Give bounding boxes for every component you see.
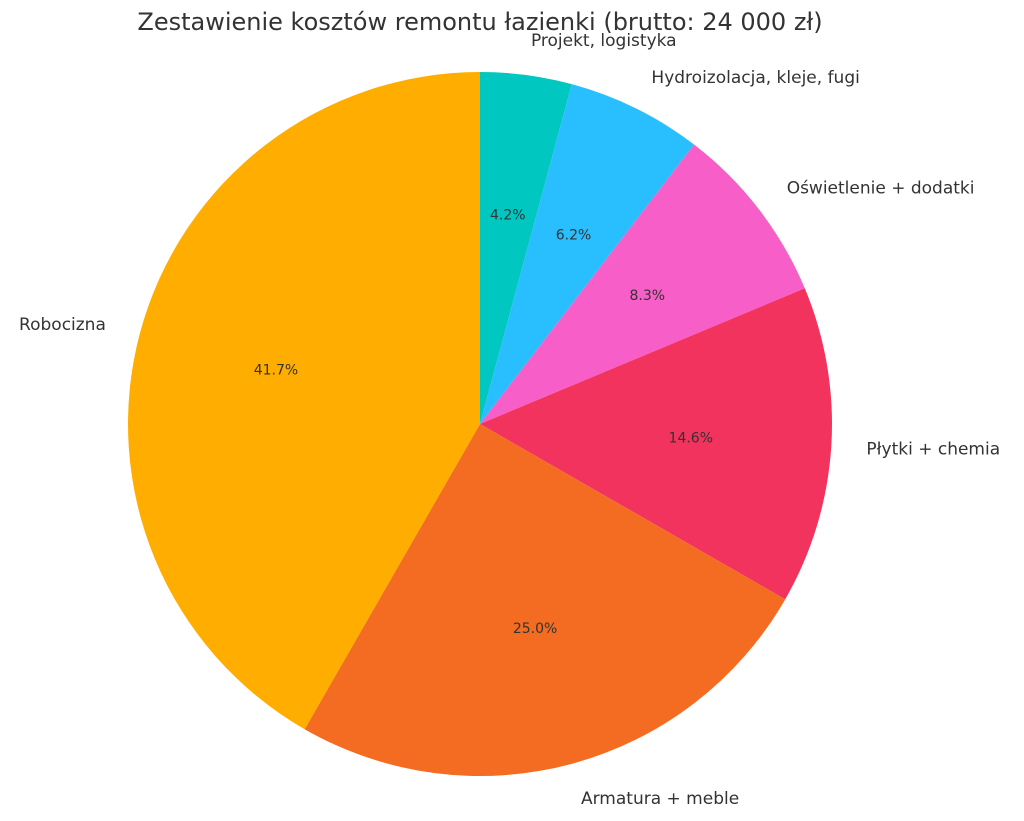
category-label-robocizna: Robocizna [19,315,106,335]
pie-slice-projekt-logistyka [480,72,572,424]
pie-slice-oswietlenie-dodatki [480,144,805,424]
percentage-label-plytki-chemia: 14.6% [669,430,713,446]
percentage-labels: 4.2% 6.2% 8.3% 14.6% 25.0% 41.7% [254,208,713,637]
category-label-hydroizolacja-kleje-fugi: Hydroizolacja, kleje, fugi [651,68,859,88]
category-label-armatura-meble: Armatura + meble [581,789,739,809]
percentage-label-armatura-meble: 25.0% [513,621,557,637]
category-label-projekt-logistyka: Projekt, logistyka [531,31,677,51]
category-label-plytki-chemia: Płytki + chemia [866,439,1000,459]
percentage-label-projekt-logistyka: 4.2% [490,208,526,224]
pie-slice-hydroizolacja-kleje-fugi [480,84,694,424]
pie-slice-plytki-chemia [480,288,832,600]
pie-slice-armatura-meble [304,424,786,777]
percentage-label-robocizna: 41.7% [254,363,298,379]
percentage-label-oswietlenie-dodatki: 8.3% [629,288,665,304]
chart-title: Zestawienie kosztów remontu łazienki (br… [137,8,822,36]
category-labels: Projekt, logistyka Hydroizolacja, kleje, … [19,31,1000,809]
pie-slice-robocizna [128,72,480,730]
category-label-oswietlenie-dodatki: Oświetlenie + dodatki [787,179,975,199]
pie-slices [128,72,832,777]
percentage-label-hydroizolacja-kleje-fugi: 6.2% [556,228,592,244]
